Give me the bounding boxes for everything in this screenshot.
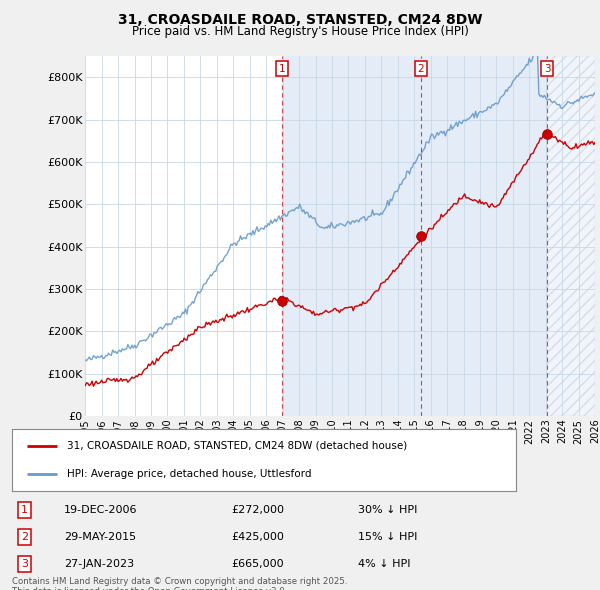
- Text: Price paid vs. HM Land Registry's House Price Index (HPI): Price paid vs. HM Land Registry's House …: [131, 25, 469, 38]
- Text: 31, CROASDAILE ROAD, STANSTED, CM24 8DW: 31, CROASDAILE ROAD, STANSTED, CM24 8DW: [118, 13, 482, 27]
- Bar: [421, 56, 547, 416]
- Text: 1: 1: [21, 505, 28, 515]
- Text: 2: 2: [418, 64, 424, 74]
- Text: 4% ↓ HPI: 4% ↓ HPI: [358, 559, 410, 569]
- Text: 29-MAY-2015: 29-MAY-2015: [64, 532, 136, 542]
- Text: £665,000: £665,000: [231, 559, 284, 569]
- Text: 31, CROASDAILE ROAD, STANSTED, CM24 8DW (detached house): 31, CROASDAILE ROAD, STANSTED, CM24 8DW …: [67, 441, 407, 451]
- Text: HPI: Average price, detached house, Uttlesford: HPI: Average price, detached house, Uttl…: [67, 469, 312, 479]
- Text: 27-JAN-2023: 27-JAN-2023: [64, 559, 134, 569]
- Text: £272,000: £272,000: [231, 505, 284, 515]
- Text: 19-DEC-2006: 19-DEC-2006: [64, 505, 137, 515]
- Text: Contains HM Land Registry data © Crown copyright and database right 2025.
This d: Contains HM Land Registry data © Crown c…: [12, 577, 347, 590]
- Text: 1: 1: [279, 64, 286, 74]
- Text: 3: 3: [21, 559, 28, 569]
- Bar: [547, 56, 595, 416]
- Text: 30% ↓ HPI: 30% ↓ HPI: [358, 505, 417, 515]
- Text: 3: 3: [544, 64, 550, 74]
- Text: 2: 2: [21, 532, 28, 542]
- Text: 15% ↓ HPI: 15% ↓ HPI: [358, 532, 417, 542]
- Text: £425,000: £425,000: [231, 532, 284, 542]
- Bar: [282, 56, 421, 416]
